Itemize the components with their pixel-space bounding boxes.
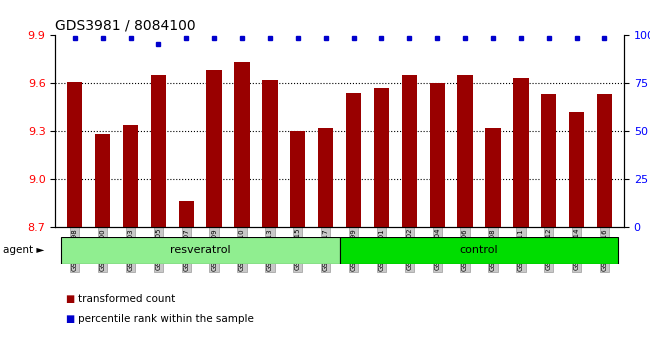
Text: agent ►: agent ► <box>3 245 45 256</box>
Bar <box>61 237 339 264</box>
Bar <box>123 125 138 354</box>
Text: control: control <box>460 245 499 256</box>
Bar <box>374 88 389 354</box>
Bar <box>67 81 83 354</box>
Bar <box>430 83 445 354</box>
Bar <box>458 75 473 354</box>
Bar <box>179 201 194 354</box>
Bar <box>541 95 556 354</box>
Text: GDS3981 / 8084100: GDS3981 / 8084100 <box>55 19 196 33</box>
Bar <box>402 75 417 354</box>
Bar <box>514 78 528 354</box>
Bar <box>597 95 612 354</box>
Bar <box>207 70 222 354</box>
Bar <box>262 80 278 354</box>
Text: ■: ■ <box>65 294 74 304</box>
Text: ■: ■ <box>65 314 74 324</box>
Bar <box>346 93 361 354</box>
Text: resveratrol: resveratrol <box>170 245 231 256</box>
Text: percentile rank within the sample: percentile rank within the sample <box>78 314 254 324</box>
Bar <box>339 237 618 264</box>
Bar <box>151 75 166 354</box>
Bar <box>569 112 584 354</box>
Text: transformed count: transformed count <box>78 294 176 304</box>
Bar <box>95 134 110 354</box>
Bar <box>486 128 500 354</box>
Bar <box>318 128 333 354</box>
Bar <box>235 62 250 354</box>
Bar <box>290 131 305 354</box>
